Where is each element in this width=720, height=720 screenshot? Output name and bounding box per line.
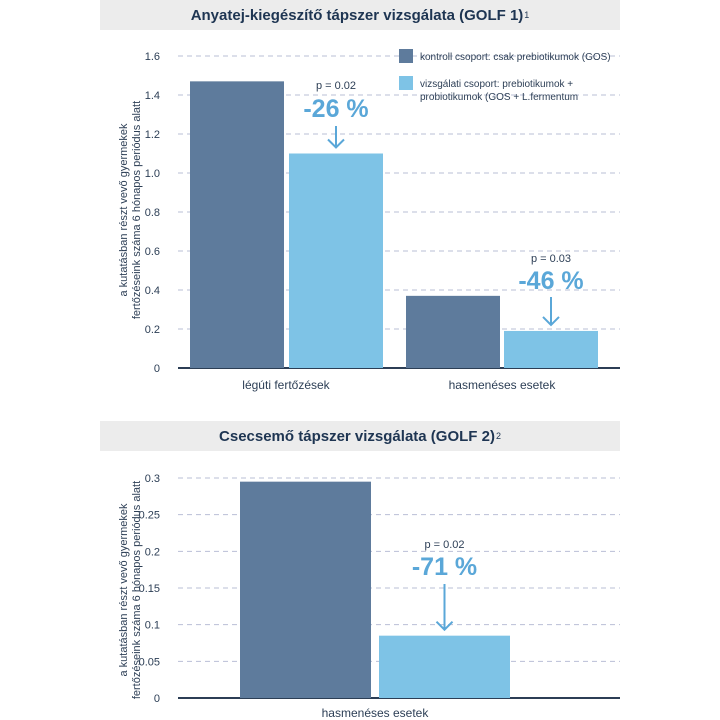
chart1-title: Anyatej-kiegészítő tápszer vizsgálata (G… xyxy=(190,6,524,24)
category-label: légúti fertőzések xyxy=(242,378,330,392)
bar-test-2 xyxy=(504,330,598,368)
chart2-title: Csecsemő tápszer vizsgálata (GOLF 2) xyxy=(219,427,495,445)
percent-change-label: -46 % xyxy=(518,267,583,295)
chart1-svg: 0 0.2 0.4 0.6 0.8 1.0 1.2 1.4 1.6 a kutatásban ré… xyxy=(118,49,620,392)
y-tick-label: 0.6 xyxy=(145,246,160,258)
bar-control-1 xyxy=(190,81,284,368)
y-tick-label: 1.6 xyxy=(145,51,160,63)
p-value-label: p = 0.02 xyxy=(316,80,356,92)
legend-swatch xyxy=(399,76,413,90)
y-tick-label: 1.4 xyxy=(145,90,160,102)
y-tick-label: 0.1 xyxy=(145,620,160,632)
y-axis-label-line: a kutatásban részt vevő gyermekek xyxy=(118,123,130,297)
y-tick-label: 1.2 xyxy=(145,129,160,141)
bar-test-1 xyxy=(289,153,383,368)
y-tick-label: 0.25 xyxy=(139,510,160,522)
y-axis-label-line: a kutatásban részt vevő gyermekek xyxy=(118,503,130,677)
y-axis-label: a kutatásban részt vevő gyermekek fertőzé… xyxy=(118,101,143,319)
legend-label: probiotikumok (GOS + L.fermentum xyxy=(420,92,578,103)
y-tick-label: 0.4 xyxy=(145,285,160,297)
down-arrow-head-icon xyxy=(327,138,345,149)
y-axis-label: a kutatásban részt vevő gyermekek fertőzé… xyxy=(118,481,143,699)
down-arrow-head-icon xyxy=(435,620,454,632)
y-tick-label: 0.2 xyxy=(145,324,160,336)
percent-change-label: -26 % xyxy=(303,95,368,123)
category-label: hasmenéses esetek xyxy=(449,378,557,392)
bar-control-2 xyxy=(406,295,500,368)
chart2-title-footnote: 2 xyxy=(495,431,501,441)
chart2-title-band: Csecsemő tápszer vizsgálata (GOLF 2) 2 xyxy=(100,421,620,451)
chart1-title-band: Anyatej-kiegészítő tápszer vizsgálata (G… xyxy=(100,0,620,30)
y-tick-label: 0.15 xyxy=(139,583,160,595)
down-arrow-head-icon xyxy=(542,316,560,327)
bar-control-1 xyxy=(240,481,371,698)
y-tick-label: 0 xyxy=(154,693,160,705)
p-value-label: p = 0.03 xyxy=(531,253,571,265)
category-label: hasmenéses esetek xyxy=(322,706,430,720)
y-tick-label: 0.8 xyxy=(145,207,160,219)
y-axis-label-line: fertőzéseink száma 6 hónapos periódus al… xyxy=(131,481,143,699)
y-tick-label: 0.05 xyxy=(139,656,160,668)
y-tick-label: 0 xyxy=(154,363,160,375)
bar-test-1 xyxy=(379,635,510,698)
chart1-title-footnote: 1 xyxy=(524,10,530,20)
percent-change-label: -71 % xyxy=(412,553,477,581)
y-tick-label: 0.2 xyxy=(145,546,160,558)
y-tick-label: 0.3 xyxy=(145,473,160,485)
y-axis-label-line: fertőzéseink száma 6 hónapos periódus al… xyxy=(131,101,143,319)
legend-swatch xyxy=(399,49,413,63)
p-value-label: p = 0.02 xyxy=(424,539,464,551)
legend-label: kontroll csoport: csak prebiotikumok (GO… xyxy=(420,52,611,63)
y-tick-label: 1.0 xyxy=(145,168,160,180)
legend-label: vizsgálati csoport: prebiotikumok + xyxy=(420,79,573,90)
